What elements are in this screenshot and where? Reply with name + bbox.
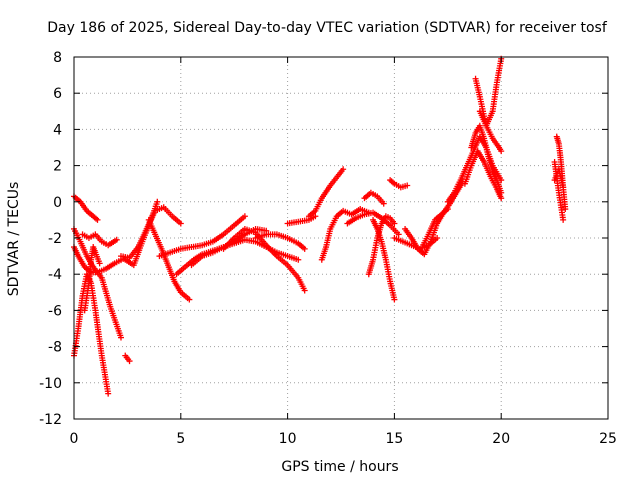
y-tick-label: 8 — [53, 50, 62, 66]
series-arc-4 — [71, 244, 129, 276]
series-arc-23 — [387, 177, 411, 191]
data-point — [562, 206, 569, 213]
series-arc-35 — [551, 166, 567, 191]
series-arc-10 — [145, 216, 193, 303]
series-arc-6 — [81, 244, 103, 314]
series-arc-7 — [122, 352, 133, 365]
y-tick-label: -12 — [39, 412, 62, 428]
data-points — [71, 55, 569, 397]
y-axis-ticks: -12 -10 -8 -6 -4 -2 0 2 4 6 8 — [39, 50, 608, 428]
data-point — [117, 334, 124, 341]
data-point — [312, 213, 319, 220]
series-arc-14 — [220, 225, 308, 294]
data-point — [434, 235, 441, 241]
series-arc-30 — [461, 148, 505, 202]
y-tick-label: -6 — [48, 303, 62, 319]
y-tick-label: 0 — [53, 195, 62, 211]
x-tick-label: 10 — [279, 431, 297, 447]
data-point — [113, 236, 120, 243]
y-tick-label: -10 — [39, 376, 62, 392]
series-arc-22 — [370, 216, 398, 303]
series-arc-9 — [122, 198, 161, 269]
series-arc-5 — [79, 231, 120, 249]
x-axis-label: GPS time / hours — [281, 459, 398, 475]
data-point — [340, 166, 347, 173]
data-point — [154, 198, 161, 205]
data-point — [560, 216, 567, 223]
data-point — [126, 358, 133, 365]
series-arc-15 — [252, 231, 308, 252]
data-point — [96, 260, 103, 267]
x-tick-label: 5 — [176, 431, 185, 447]
data-point — [404, 182, 411, 189]
x-tick-label: 25 — [599, 431, 617, 447]
data-point — [380, 200, 387, 207]
series-arc-20 — [361, 189, 387, 207]
y-tick-label: 2 — [53, 159, 62, 175]
data-point — [301, 287, 308, 294]
y-tick-label: -8 — [48, 340, 62, 356]
data-point — [301, 245, 308, 252]
y-tick-label: 6 — [53, 86, 62, 102]
data-point — [395, 231, 402, 238]
y-tick-label: 4 — [53, 122, 62, 138]
data-point — [94, 216, 101, 223]
data-point — [498, 195, 505, 202]
data-point — [186, 296, 193, 303]
series-arc-1 — [71, 193, 101, 223]
data-point — [560, 184, 567, 191]
x-axis-ticks: 0 5 10 15 20 25 — [70, 57, 617, 447]
data-point — [498, 148, 505, 155]
series-arc-17 — [305, 166, 347, 220]
data-point — [295, 256, 302, 263]
series-arc-11 — [156, 213, 248, 260]
y-tick-label: -2 — [48, 231, 62, 247]
x-tick-label: 15 — [385, 431, 403, 447]
data-point — [177, 220, 184, 227]
data-point — [241, 213, 248, 220]
data-point — [391, 220, 398, 227]
x-tick-label: 20 — [492, 431, 510, 447]
series-arc-32 — [476, 55, 505, 129]
y-axis-label: SDTVAR / TECUs — [6, 182, 22, 297]
data-point — [391, 296, 398, 303]
y-tick-label: -4 — [48, 267, 62, 283]
series-arc-19 — [344, 209, 402, 238]
chart-title: Day 186 of 2025, Sidereal Day-to-day VTE… — [47, 20, 608, 36]
x-tick-label: 0 — [70, 431, 79, 447]
data-point — [105, 390, 112, 397]
